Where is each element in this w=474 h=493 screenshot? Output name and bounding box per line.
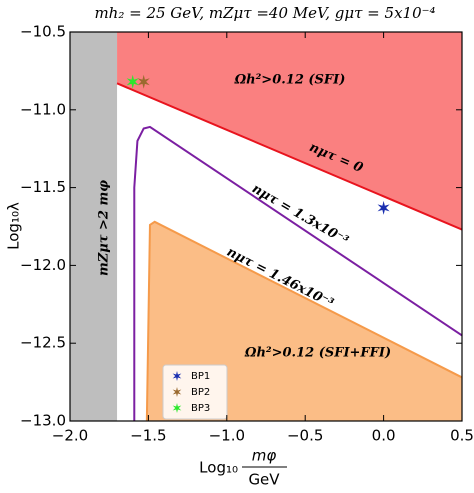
legend-label: BP1 — [191, 371, 210, 382]
plot-area — [70, 32, 462, 421]
benchmark-point — [377, 200, 390, 215]
y-tick-label: −11.5 — [20, 178, 66, 196]
region — [117, 32, 462, 230]
benchmark-point — [137, 74, 150, 89]
annotation: mZμτ >2 mφ — [97, 180, 112, 276]
legend-marker — [172, 403, 182, 413]
region — [70, 32, 118, 421]
y-tick-label: −12.5 — [20, 334, 66, 352]
annotation: Ωh²>0.12 (SFI) — [234, 73, 346, 88]
legend-box — [162, 364, 228, 420]
legend-marker — [172, 387, 182, 397]
y-tick-label: −11.0 — [20, 100, 66, 118]
y-tick-label: −10.5 — [20, 23, 66, 41]
plot-frame — [69, 31, 463, 422]
legend-marker — [172, 371, 182, 381]
x-tick-label: −1.5 — [130, 427, 166, 445]
x-tick-label: 0.5 — [450, 427, 474, 445]
contour-line — [145, 220, 462, 421]
x-tick-label: −0.5 — [287, 427, 323, 445]
x-axis-label: GeV — [248, 471, 280, 489]
benchmark-point — [126, 74, 139, 89]
annotation: Ωh²>0.12 (SFI+FFI) — [244, 346, 391, 361]
x-axis-label: mφ — [252, 447, 277, 465]
x-axis-label: Log₁₀ — [199, 459, 238, 477]
y-tick-label: −12.0 — [20, 256, 66, 274]
chart-title: mh₂ = 25 GeV, mZμτ =40 MeV, gμτ = 5x10⁻⁴ — [94, 4, 435, 22]
legend-label: BP2 — [191, 387, 210, 398]
x-tick-label: −2.0 — [52, 427, 88, 445]
legend-label: BP3 — [191, 403, 210, 414]
contour-line — [116, 82, 462, 231]
x-tick-label: 0.0 — [372, 427, 396, 445]
y-tick-label: −13.0 — [20, 412, 66, 430]
x-tick-label: −1.0 — [209, 427, 245, 445]
contour-line — [133, 125, 462, 421]
y-axis-label: Log₁₀λ — [5, 202, 23, 250]
annotation: nμτ = 1.3x10⁻³ — [249, 181, 351, 248]
